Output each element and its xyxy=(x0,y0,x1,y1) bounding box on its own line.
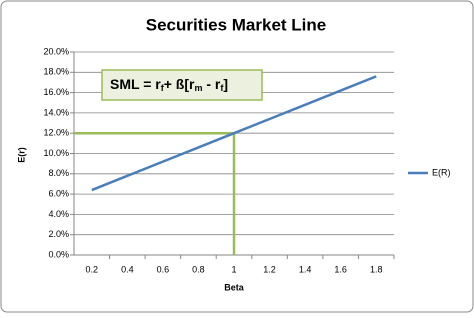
y-tick-label: 12.0% xyxy=(43,128,69,138)
x-tick-label: 1.8 xyxy=(370,264,383,274)
x-tick-label: 0.8 xyxy=(192,264,205,274)
annotation-part: + ß[r xyxy=(164,76,195,92)
y-tick-label: 20.0% xyxy=(43,46,69,56)
annotation-subscript: f xyxy=(220,83,224,93)
y-tick-label: 10.0% xyxy=(43,148,69,158)
y-axis-label: E(r) xyxy=(16,147,26,163)
x-tick-label: 1 xyxy=(231,264,236,274)
x-tick-label: 1.4 xyxy=(299,264,312,274)
y-tick-label: 14.0% xyxy=(43,107,69,117)
y-tick-label: 6.0% xyxy=(48,188,69,198)
legend-label: E(R) xyxy=(432,167,451,177)
x-tick-label: 0.6 xyxy=(157,264,170,274)
y-tick-label: 8.0% xyxy=(48,168,69,178)
annotation-part: - r xyxy=(202,76,220,92)
annotation-box xyxy=(101,69,263,101)
x-tick-label: 0.2 xyxy=(86,264,99,274)
x-tick-label: 1.6 xyxy=(334,264,347,274)
annotation: SML = rf+ ß[rm - rf] xyxy=(110,76,228,94)
y-tick-label: 16.0% xyxy=(43,87,69,97)
y-tick-label: 4.0% xyxy=(48,209,69,219)
series-line xyxy=(91,75,377,192)
annotation-part: SML = r xyxy=(110,76,161,92)
x-axis-label: Beta xyxy=(224,282,245,292)
y-tick-label: 18.0% xyxy=(43,67,69,77)
chart-title: Securities Market Line xyxy=(146,15,326,34)
annotation-part: ] xyxy=(223,76,228,92)
annotation-subscript: f xyxy=(161,83,165,93)
x-tick-label: 1.2 xyxy=(263,264,276,274)
x-tick-label: 0.4 xyxy=(121,264,134,274)
y-tick-label: 2.0% xyxy=(48,229,69,239)
y-tick-label: 0.0% xyxy=(48,249,69,259)
annotation-subscript: m xyxy=(194,83,202,93)
